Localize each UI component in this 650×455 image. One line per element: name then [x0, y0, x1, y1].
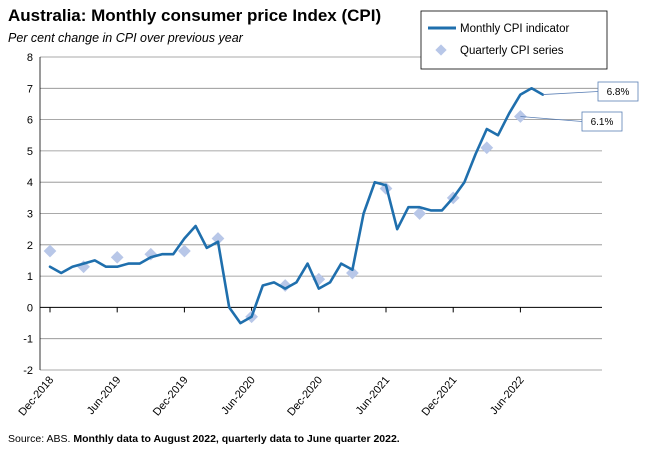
y-tick-label: 4: [27, 177, 33, 189]
x-tick-label: Dec-2018: [16, 374, 56, 418]
legend-marker-swatch: [435, 44, 447, 56]
quarterly-cpi-point: [346, 266, 359, 280]
x-axis: [39, 57, 602, 370]
y-tick-label: 2: [27, 240, 33, 252]
x-tick-label: Jun-2022: [488, 374, 527, 417]
y-tick-label: 5: [27, 146, 33, 158]
callout-box: [597, 81, 639, 102]
x-tick-label: Dec-2019: [151, 374, 191, 418]
quarterly-cpi-point: [278, 279, 292, 292]
y-tick-label: -2: [23, 365, 33, 377]
y-axis-ticks: -2 -1 0 1 2 3 4 5 6 7 8: [23, 52, 33, 377]
legend-box: [420, 10, 608, 70]
y-tick-label: 7: [27, 83, 33, 95]
x-axis-ticks: Dec-2018 Jun-2019 Dec-2019 Jun-2020 Dec-2020…: [16, 374, 526, 418]
y-tick-label: 0: [27, 302, 33, 314]
callout-leader: [520, 116, 583, 122]
x-tick-label: Dec-2020: [285, 374, 325, 418]
callout-leader: [542, 91, 599, 95]
y-tick-label: 3: [27, 209, 33, 221]
x-tick-label: Jun-2020: [219, 374, 258, 417]
y-tick-label: -1: [23, 334, 33, 346]
quarterly-cpi-point: [110, 250, 124, 264]
gridlines: [40, 56, 602, 371]
quarterly-cpi-point: [178, 244, 191, 258]
y-tick-label: 1: [27, 271, 33, 283]
x-tick-label: Jun-2019: [85, 374, 124, 417]
callout-label: 6.1%: [591, 117, 614, 128]
y-tick-label: 6: [27, 115, 33, 127]
quarterly-cpi-point: [211, 232, 225, 245]
quarterly-cpi-point: [413, 207, 426, 220]
source-detail: Monthly data to August 2022, quarterly d…: [73, 433, 400, 445]
source-prefix: Source: ABS.: [8, 433, 71, 445]
chart-subtitle: Per cent change in CPI over previous yea…: [8, 31, 243, 45]
callout-label: 6.8%: [607, 87, 630, 98]
x-tick-label: Dec-2021: [420, 374, 460, 418]
monthly-cpi-line: [48, 87, 545, 325]
callout-box: [581, 111, 623, 132]
legend: Monthly CPI indicator Quarterly CPI seri…: [420, 10, 608, 70]
callouts: 6.8% 6.1%: [520, 81, 639, 132]
legend-label-monthly: Monthly CPI indicator: [460, 23, 569, 35]
quarterly-cpi-point: [480, 141, 494, 155]
y-tick-label: 8: [27, 52, 33, 64]
legend-label-quarterly: Quarterly CPI series: [460, 45, 564, 57]
x-tick-label: Jun-2021: [354, 374, 393, 417]
source-note: Source: ABS. Monthly data to August 2022…: [8, 433, 400, 445]
chart-title: Australia: Monthly consumer price Index …: [8, 6, 382, 25]
series-group: [43, 87, 545, 325]
quarterly-cpi-point: [43, 244, 57, 258]
